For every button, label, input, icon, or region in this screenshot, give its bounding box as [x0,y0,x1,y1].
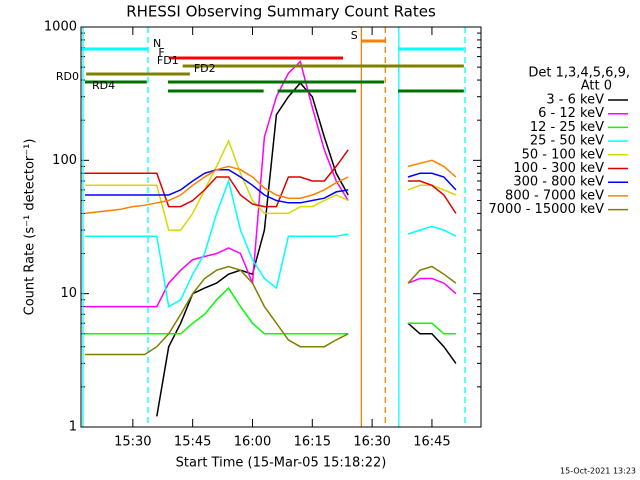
y-tick-label: 10 [60,286,77,301]
legend-label: 50 - 100 keV [522,147,605,162]
series-line [85,178,457,308]
y-tick-label: 100 [52,153,77,168]
x-tick-label: 16:45 [413,435,450,450]
legend-label: 800 - 7000 keV [505,188,604,203]
y-tick-label: 1 [69,420,77,435]
plot-frame [80,26,482,428]
series-line [84,159,457,215]
legend-label: 300 - 800 keV [513,175,604,190]
chart-title: RHESSI Observing Summary Count Rates [126,3,436,21]
flag-label: RD4 [92,79,115,92]
x-tick-label: 16:30 [353,435,390,450]
legend-subtitle: Att 0 [581,79,612,94]
series-line [85,265,457,356]
footer: 15-Oct-2021 13:23 [560,467,636,476]
flag-label: N [153,37,161,50]
legend-label: 12 - 25 keV [530,120,604,135]
legend-title: Det 1,3,4,5,6,9, [528,66,630,81]
x-axis-label: Start Time (15-Mar-05 15:18:22) [176,456,387,471]
legend-label: 7000 - 15000 keV [489,202,605,217]
series-line [85,286,456,335]
legend-label: 6 - 12 keV [538,106,604,121]
series-line [85,60,457,308]
legend-label: 25 - 50 keV [530,134,604,149]
series-line [85,149,457,214]
x-tick-label: 15:30 [114,435,151,450]
flag-label: RD0 [56,70,79,83]
x-tick-label: 16:15 [294,435,331,450]
flag-label: F [158,46,164,59]
flag-label: S [351,29,358,42]
flag-label: FD2 [194,62,216,75]
x-tick-label: 15:45 [174,435,211,450]
legend-label: 100 - 300 keV [513,161,604,176]
x-tick-label: 16:00 [234,435,271,450]
y-tick-label: 1000 [44,20,77,35]
flag-label: FD1 [157,54,179,67]
legend-label: 3 - 6 keV [546,93,604,108]
y-axis-label: Count Rate (s⁻¹ detector⁻¹) [23,139,38,316]
